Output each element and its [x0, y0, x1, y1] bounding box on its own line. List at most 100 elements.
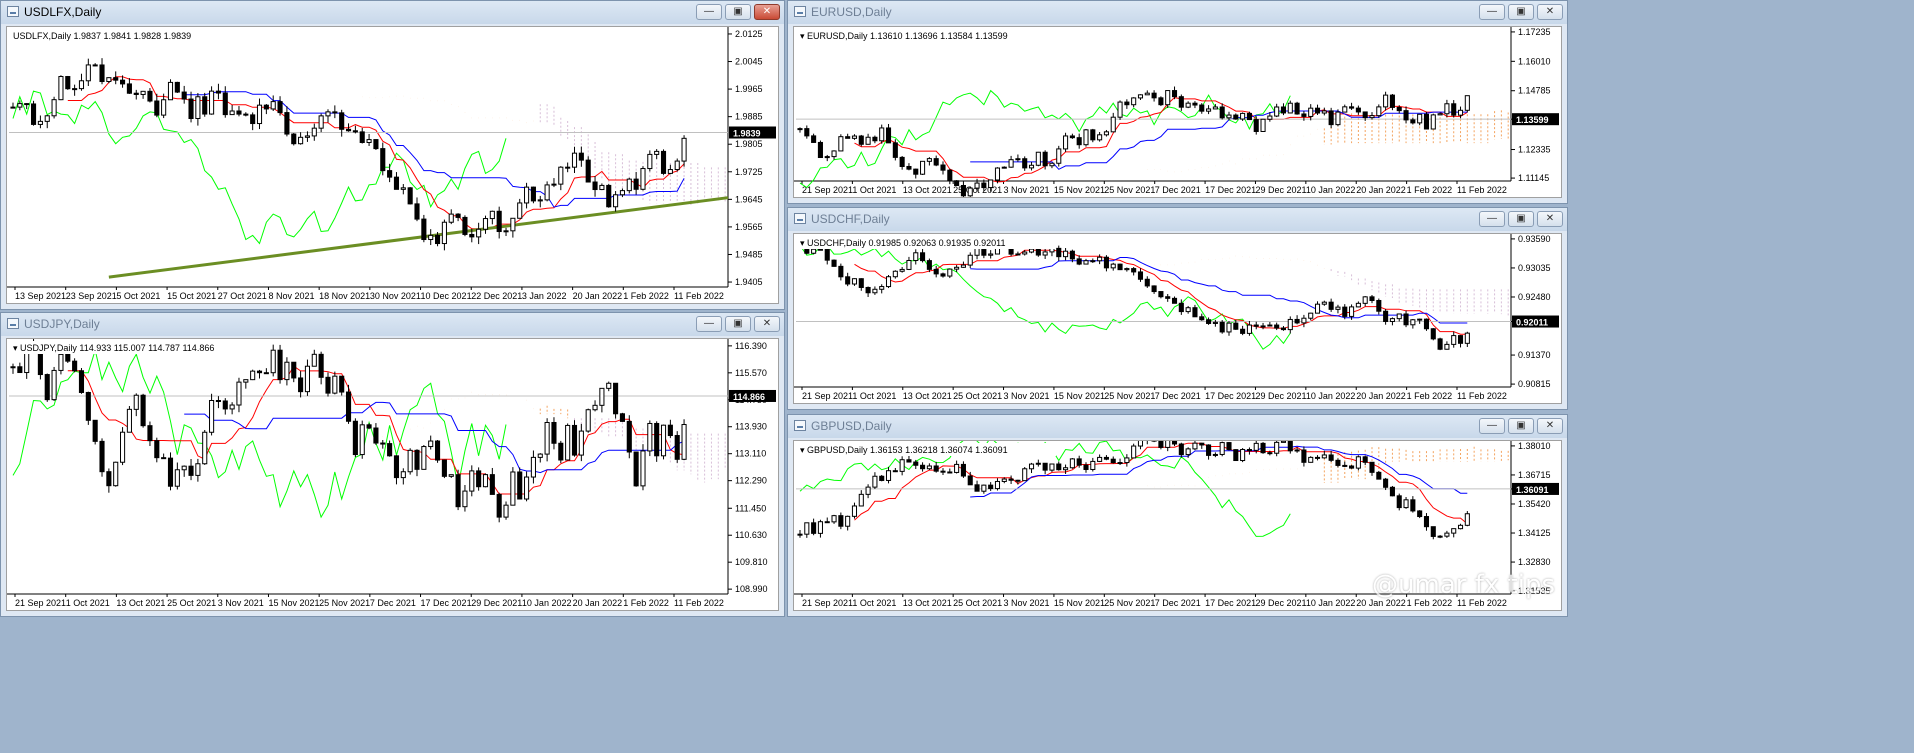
- window-usdchf[interactable]: USDCHF,Daily — ▣ ✕ 0.93590 0.93035 0.92480…: [787, 207, 1568, 410]
- candle-body: [1444, 343, 1450, 350]
- candle-body: [1144, 278, 1150, 287]
- price-chart[interactable]: 2.0125 2.0045 1.9965 1.9885 1.9805 1.9725 1.96…: [7, 27, 778, 303]
- candle-body: [1274, 441, 1280, 454]
- candle-body: [476, 470, 482, 488]
- candle-body: [865, 486, 871, 495]
- date-tick-label: 11 Feb 2022: [1457, 598, 1507, 608]
- candle-body: [181, 465, 187, 471]
- minimize-button[interactable]: —: [696, 316, 722, 332]
- window-usdjpy[interactable]: USDJPY,Daily — ▣ ✕ 116.390115.570114.750…: [0, 312, 785, 617]
- candle-body: [1076, 258, 1082, 265]
- maximize-button[interactable]: ▣: [1508, 211, 1534, 227]
- candle-body: [1389, 318, 1395, 322]
- date-tick-label: 25 Nov 2021: [1104, 598, 1155, 608]
- price-tick-label: 2.0045: [735, 57, 763, 67]
- candle-body: [1376, 106, 1382, 117]
- maximize-button[interactable]: ▣: [1508, 418, 1534, 434]
- candle-body: [544, 421, 550, 455]
- candle-body: [1069, 250, 1075, 260]
- candle-body: [913, 168, 919, 175]
- price-chart[interactable]: 0.93590 0.93035 0.92480 0.92011 0.91370 0.908…: [794, 234, 1561, 403]
- candle-body: [1464, 332, 1470, 344]
- chart-area[interactable]: 116.390115.570114.750113.930113.110112.2…: [6, 338, 779, 611]
- price-tick-label: 1.36715: [1518, 470, 1551, 480]
- close-button[interactable]: ✕: [1537, 4, 1563, 20]
- candle-body: [926, 465, 932, 470]
- candle-body: [940, 164, 946, 171]
- candle-body: [1437, 338, 1443, 350]
- chart-area[interactable]: 2.0125 2.0045 1.9965 1.9885 1.9805 1.9725 1.96…: [6, 26, 779, 304]
- close-button[interactable]: ✕: [1537, 211, 1563, 227]
- close-button[interactable]: ✕: [754, 4, 780, 20]
- candle-body: [1321, 454, 1327, 459]
- candle-body: [858, 493, 864, 507]
- window-title: USDLFX,Daily: [24, 5, 102, 19]
- chart-area[interactable]: 0.93590 0.93035 0.92480 0.92011 0.91370 0.908…: [793, 233, 1562, 404]
- info-background: [796, 443, 1056, 456]
- candle-body: [30, 103, 37, 125]
- minimize-button[interactable]: —: [1479, 4, 1505, 20]
- date-tick-label: 3 Nov 2021: [1004, 598, 1050, 608]
- candle-body: [325, 111, 331, 117]
- maximize-button[interactable]: ▣: [725, 4, 751, 20]
- title-bar[interactable]: USDCHF,Daily — ▣ ✕: [788, 208, 1567, 231]
- candle-body: [441, 459, 447, 477]
- title-bar[interactable]: GBPUSD,Daily — ▣ ✕: [788, 415, 1567, 438]
- window-usdlfx[interactable]: USDLFX,Daily — ▣ ✕ 2.0125 2.0045 1.9965 1.9…: [0, 0, 785, 310]
- candle-body: [304, 365, 311, 393]
- chikou-span-line: [799, 89, 1291, 189]
- price-tick-label: 116.390: [735, 341, 767, 351]
- title-bar[interactable]: USDJPY,Daily — ▣ ✕: [1, 313, 784, 336]
- candle-body: [476, 228, 482, 238]
- price-tick-label: 0.90815: [1518, 379, 1551, 389]
- kumo-cloud: [1323, 268, 1509, 316]
- candle-body: [373, 139, 379, 150]
- price-tick-label: 1.34125: [1518, 528, 1551, 538]
- candle-body: [256, 104, 263, 125]
- candle-body: [174, 469, 180, 487]
- minimize-button[interactable]: —: [1479, 418, 1505, 434]
- date-tick-label: 23 Sep 2021: [66, 291, 117, 301]
- date-tick-label: 1 Feb 2022: [1407, 391, 1453, 401]
- minimize-button[interactable]: —: [1479, 211, 1505, 227]
- price-chart[interactable]: 1.17235 1.16010 1.14785 1.13599 1.12335 1.111…: [794, 27, 1561, 197]
- candle-body: [318, 115, 324, 129]
- close-button[interactable]: ✕: [1537, 418, 1563, 434]
- candle-body: [1444, 103, 1450, 115]
- candle-body: [277, 349, 283, 381]
- chart-window-icon: [7, 6, 19, 17]
- maximize-button[interactable]: ▣: [725, 316, 751, 332]
- candle-body: [899, 459, 905, 472]
- window-gbpusd[interactable]: GBPUSD,Daily — ▣ ✕ 1.38010 1.36715 1.36091…: [787, 414, 1568, 617]
- date-tick-label: 20 Jan 2022: [1356, 391, 1406, 401]
- minimize-button[interactable]: —: [696, 4, 722, 20]
- title-bar[interactable]: EURUSD,Daily — ▣ ✕: [788, 1, 1567, 24]
- price-chart[interactable]: 116.390115.570114.750113.930113.110112.2…: [7, 339, 778, 610]
- price-tick-label: 1.35420: [1518, 499, 1551, 509]
- date-tick-label: 25 Oct 2021: [953, 185, 1002, 195]
- chart-area[interactable]: 1.38010 1.36715 1.36091 1.35420 1.34125 1.328…: [793, 440, 1562, 611]
- candle-body: [503, 504, 509, 518]
- candle-body: [1192, 442, 1198, 450]
- candle-body: [960, 264, 966, 268]
- maximize-button[interactable]: ▣: [1508, 4, 1534, 20]
- title-bar[interactable]: USDLFX,Daily — ▣ ✕: [1, 1, 784, 24]
- candle-body: [619, 190, 625, 196]
- chikou-span-line: [799, 441, 1291, 537]
- candle-body: [120, 79, 126, 85]
- candle-body: [1437, 535, 1443, 538]
- candle-body: [1335, 306, 1341, 310]
- chart-area[interactable]: 1.17235 1.16010 1.14785 1.13599 1.12335 1.111…: [793, 26, 1562, 198]
- candle-body: [1212, 321, 1218, 324]
- candle-body: [906, 259, 912, 270]
- candle-body: [1287, 318, 1293, 331]
- candle-body: [1294, 318, 1300, 324]
- candle-body: [1342, 106, 1348, 113]
- candle-body: [311, 353, 317, 367]
- candle-body: [304, 135, 311, 138]
- price-chart[interactable]: 1.38010 1.36715 1.36091 1.35420 1.34125 1.328…: [794, 441, 1561, 610]
- candle-body: [578, 152, 584, 161]
- window-eurusd[interactable]: EURUSD,Daily — ▣ ✕ 1.17235 1.16010 1.14785…: [787, 0, 1568, 204]
- candle-body: [1233, 449, 1239, 462]
- close-button[interactable]: ✕: [754, 316, 780, 332]
